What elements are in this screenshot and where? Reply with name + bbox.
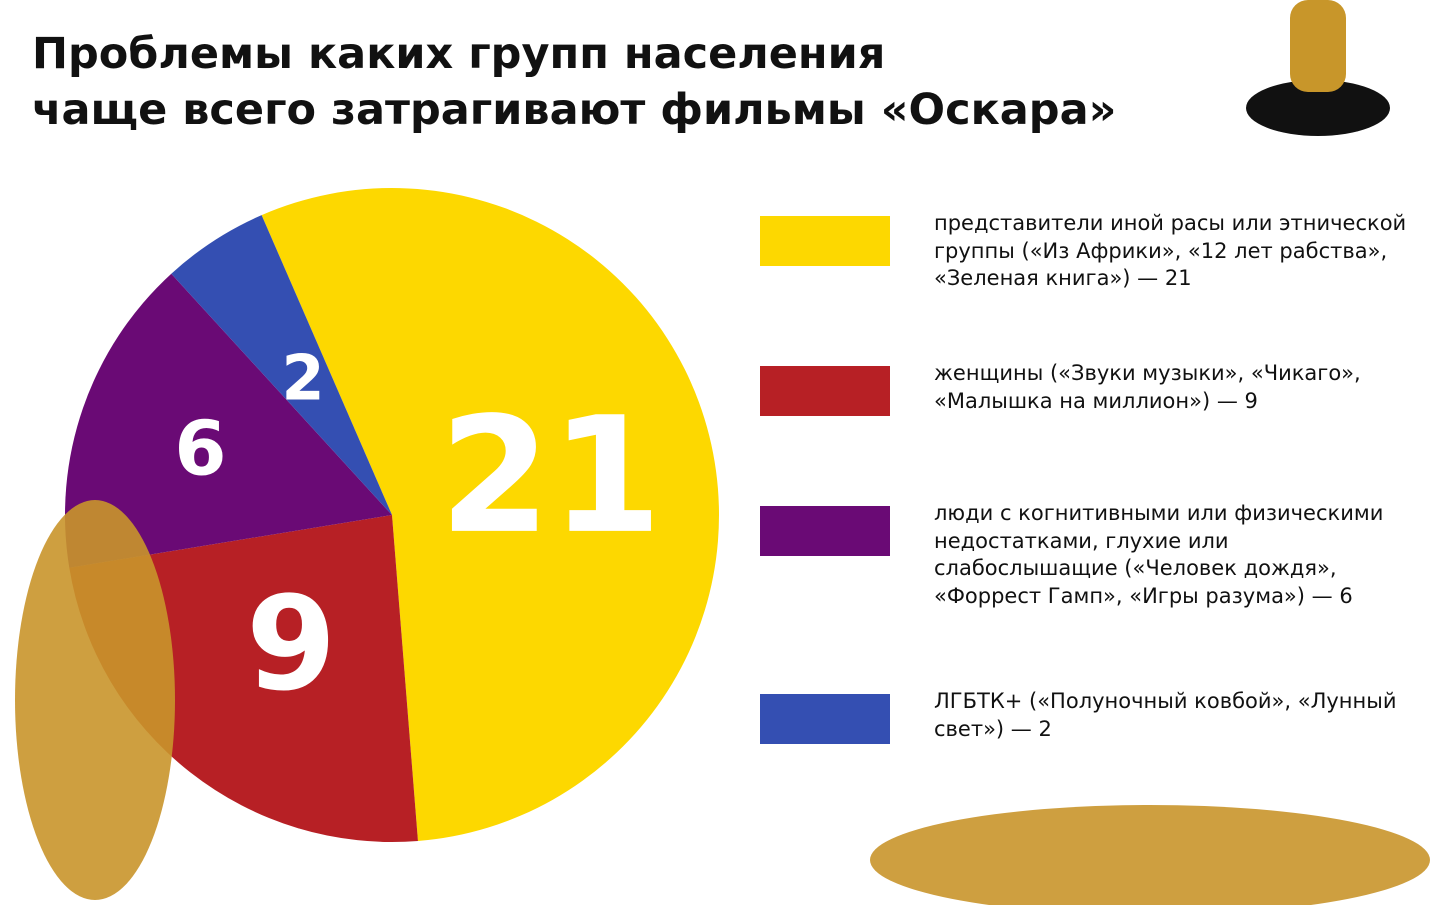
data-label: 2 [281, 341, 324, 414]
chart-title: Проблемы каких групп населения чаще всег… [32, 29, 1117, 135]
legend-swatch [760, 694, 890, 744]
legend-swatch [760, 366, 890, 416]
legend-label: женщины («Звуки музыки», «Чикаго», «Малы… [934, 361, 1361, 413]
legend-label: представители иной расы или этнической г… [934, 211, 1407, 290]
legend-label: ЛГБТК+ («Полуночный ковбой», «Лунный све… [934, 689, 1397, 741]
data-label: 6 [174, 405, 226, 493]
pie-slice [64, 273, 392, 568]
legend-label: люди с когнитивными или физическими недо… [934, 501, 1384, 608]
legend-swatch [760, 506, 890, 556]
data-label: 9 [246, 568, 336, 720]
data-label: 21 [439, 382, 662, 569]
pie-slice [171, 215, 392, 516]
decoration [15, 0, 1430, 905]
legend-swatch [760, 216, 890, 266]
pie-slice [261, 188, 719, 841]
